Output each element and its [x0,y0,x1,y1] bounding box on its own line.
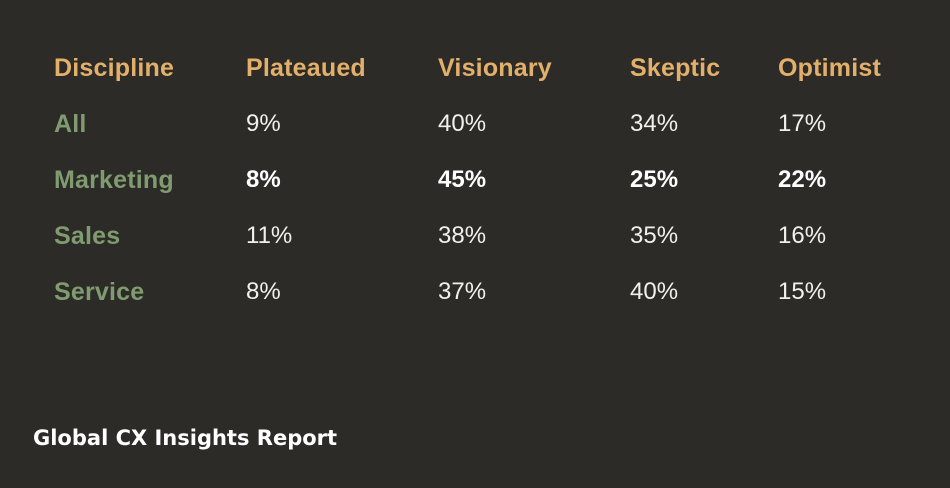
value-all-optimist: 17% [778,110,827,137]
value-sales-plateaued: 11% [246,222,293,249]
value-service-optimist: 15% [778,278,827,305]
row-label-marketing: Marketing [54,165,174,194]
value-marketing-optimist: 22% [778,166,827,193]
column-header-visionary: Visionary [438,53,552,82]
table-row-sales: Sales 11% 38% 35% 16% [54,208,898,264]
value-all-plateaued: 9% [246,110,281,137]
table-header-row: Discipline Plateaued Visionary Skeptic O… [54,40,898,96]
row-label-service: Service [54,277,145,306]
table-row-all: All 9% 40% 34% 17% [54,96,898,152]
value-sales-optimist: 16% [778,222,827,249]
value-sales-visionary: 38% [438,222,487,249]
value-service-plateaued: 8% [246,278,281,305]
row-label-sales: Sales [54,221,121,250]
value-all-skeptic: 34% [630,110,679,137]
column-header-skeptic: Skeptic [630,53,721,82]
column-header-discipline: Discipline [54,53,175,82]
discipline-table: Discipline Plateaued Visionary Skeptic O… [54,40,898,320]
row-label-all: All [54,109,87,138]
column-header-plateaued: Plateaued [246,53,366,82]
value-service-visionary: 37% [438,278,487,305]
value-service-skeptic: 40% [630,278,679,305]
column-header-optimist: Optimist [778,53,881,82]
table-row-service: Service 8% 37% 40% 15% [54,264,898,320]
report-title: Global CX Insights Report [33,426,338,450]
value-marketing-skeptic: 25% [630,166,679,193]
table-row-marketing: Marketing 8% 45% 25% 22% [54,152,898,208]
value-sales-skeptic: 35% [630,222,679,249]
value-marketing-visionary: 45% [438,166,487,193]
value-marketing-plateaued: 8% [246,166,281,193]
value-all-visionary: 40% [438,110,487,137]
